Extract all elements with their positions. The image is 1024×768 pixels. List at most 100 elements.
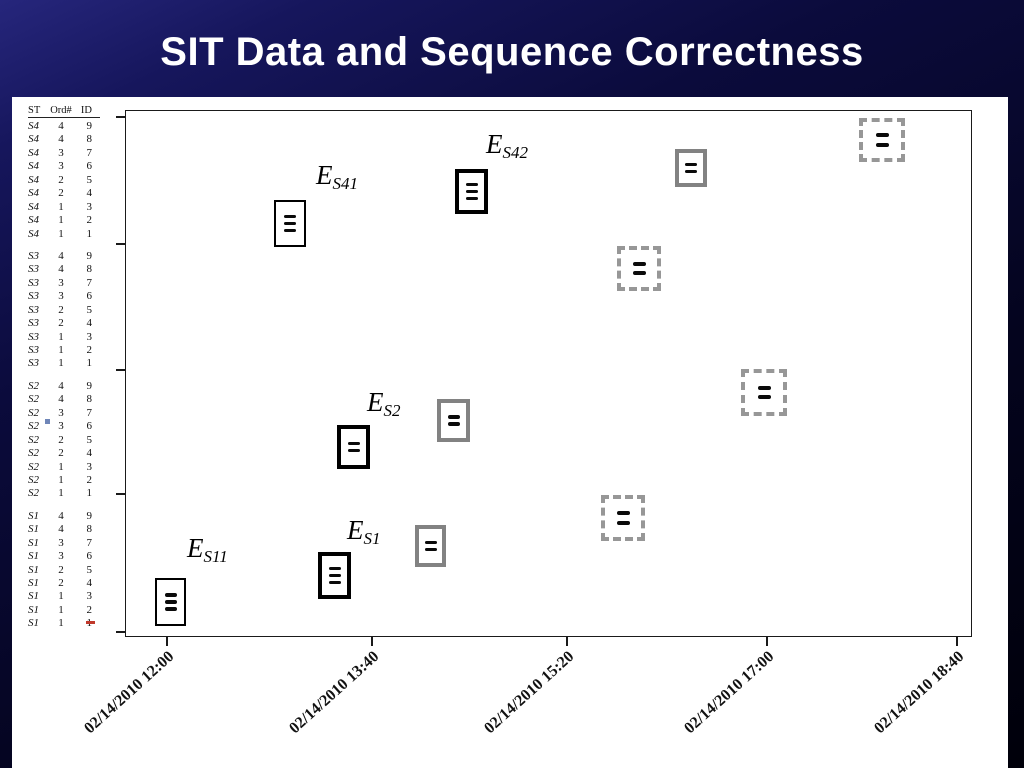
y-axis-cell-st: S1: [28, 577, 39, 589]
y-axis-cell-ord: 2: [58, 577, 64, 589]
y-axis-row: S2 1 3: [28, 461, 100, 474]
y-axis-row: S1 4 9: [28, 510, 100, 523]
marker-label-subscript: S41: [332, 174, 359, 193]
y-axis-header-Ord#: Ord#: [50, 105, 72, 116]
y-axis-row: S2 1 1: [28, 487, 100, 500]
y-axis-row: S3 4 8: [28, 263, 100, 276]
event-marker-ES2-black: [337, 425, 370, 469]
marker-glyph-bar: [284, 221, 296, 226]
y-axis-tick: [116, 493, 126, 495]
y-axis-row: S4 3 6: [28, 160, 100, 173]
y-axis-cell-id: 6: [86, 290, 93, 303]
y-axis-cell-st: S3: [28, 303, 39, 316]
marker-glyph-bar: [875, 133, 889, 138]
y-axis-cell-ord: 3: [58, 160, 64, 173]
x-axis-tick: [566, 636, 568, 646]
y-axis-cell-ord: 2: [58, 173, 64, 186]
y-axis-cell-ord: 4: [58, 120, 64, 132]
y-axis-cell-id: 1: [86, 487, 93, 500]
y-axis-cell-ord: 1: [58, 590, 64, 603]
y-axis-cell-id: 7: [86, 406, 93, 419]
y-axis-row: S4 4 8: [28, 133, 100, 146]
y-axis-cell-st: S4: [28, 133, 39, 146]
marker-label-subscript: S11: [203, 547, 228, 566]
y-axis-cell-id: 5: [86, 173, 93, 186]
y-axis-cell-st: S4: [28, 160, 39, 173]
y-axis-row: S4 1 2: [28, 214, 100, 227]
y-axis-cell-id: 5: [86, 433, 93, 446]
y-axis-cell-ord: 1: [58, 487, 64, 500]
y-axis-cell-st: S2: [28, 487, 39, 500]
x-axis-tick: [166, 636, 168, 646]
y-axis-cell-id: 1: [74, 617, 93, 630]
marker-glyph-bar: [328, 566, 341, 571]
y-axis-cell-st: S2: [28, 447, 39, 460]
marker-glyph-bar: [164, 600, 177, 604]
y-axis-cell-id: 6: [86, 160, 93, 173]
y-axis-row: S2 2 4: [28, 447, 100, 460]
marker-glyph-bar: [328, 580, 341, 585]
y-axis-cell-id: 4: [86, 187, 93, 200]
y-axis-cell-ord: 4: [58, 523, 64, 536]
marker-label-ES41: ES41: [316, 162, 359, 193]
event-marker-ES1-gray: [415, 525, 446, 567]
y-axis-cell-st: S3: [28, 330, 39, 343]
y-axis-cell-id: 4: [86, 577, 93, 589]
y-axis-cell-st: S1: [28, 536, 39, 549]
y-axis-cell-ord: 3: [58, 290, 64, 303]
y-axis-row: S3 3 6: [28, 290, 100, 303]
y-axis-row: S2 3 6: [28, 420, 100, 433]
y-axis-tick: [116, 243, 126, 245]
y-axis-cell-id: 8: [86, 523, 93, 536]
y-axis-header: ST Ord# ID: [28, 105, 100, 118]
marker-glyph-bar: [685, 162, 697, 167]
y-axis-cell-st: S1: [28, 603, 39, 616]
y-axis-cell-ord: 3: [58, 276, 64, 289]
y-axis-cell-id: 8: [86, 393, 93, 406]
y-axis-cell-ord: 4: [58, 393, 64, 406]
y-axis-row: S3 1 2: [28, 344, 100, 357]
y-axis-row: S1 3 6: [28, 550, 100, 563]
y-axis-row: S3 2 5: [28, 304, 100, 317]
y-axis-cell-id: 6: [86, 550, 93, 563]
y-axis-row: S4 3 7: [28, 147, 100, 160]
marker-glyph-bar: [757, 385, 771, 390]
y-axis-cell-ord: 1: [58, 214, 64, 227]
y-axis-row: S3 1 3: [28, 331, 100, 344]
y-axis-group-S2: S2 4 9 S2 4 8 S2 3 7 S2 3 6 S2 2 5 S2 2 4 S2 1 3 S2 1 2 S2 1 1: [28, 380, 100, 501]
y-axis-header-ST: ST: [28, 105, 41, 116]
y-axis-row: S3 1 1: [28, 357, 100, 370]
marker-glyph-bar: [757, 395, 771, 400]
y-axis-cell-st: S4: [28, 173, 39, 186]
y-axis-cell-ord: 4: [58, 509, 64, 522]
y-axis-cell-id: 6: [86, 420, 93, 433]
event-marker-S1-dashed: [601, 495, 645, 541]
y-axis-cell-id: 7: [86, 536, 93, 549]
y-axis-group-S4: S4 4 9 S4 4 8 S4 3 7 S4 3 6 S4 2 5 S4 2 4 S4 1 3 S4 1 2 S4 1 1: [28, 120, 100, 241]
y-axis-cell-st: S4: [28, 120, 39, 132]
marker-glyph-bar: [447, 415, 460, 419]
event-marker-ES1-black: [318, 552, 351, 599]
y-axis-cell-ord: 1: [58, 330, 64, 343]
marker-glyph-bar: [616, 520, 630, 525]
red-underline-mark: [86, 621, 95, 624]
marker-label-ES2-black: ES2: [367, 389, 401, 420]
y-axis-cell-st: S4: [28, 214, 39, 227]
y-axis-group-S3: S3 4 9 S3 4 8 S3 3 7 S3 3 6 S3 2 5 S3 2 4 S3 1 3 S3 1 2 S3 1 1: [28, 250, 100, 371]
x-axis-tick: [371, 636, 373, 646]
y-axis-cell-st: S4: [28, 227, 39, 240]
slide-title: SIT Data and Sequence Correctness: [160, 30, 864, 74]
y-axis-cell-ord: 4: [58, 133, 64, 146]
y-axis-row: S2 3 7: [28, 407, 100, 420]
marker-glyph-bar: [465, 189, 478, 194]
marker-label-ES42: ES42: [486, 131, 528, 162]
y-axis-cell-id: 1: [86, 357, 93, 370]
y-axis-cell-id: 9: [86, 120, 93, 132]
y-axis-cell-id: 7: [86, 146, 93, 159]
x-axis-tick-label: 02/14/2010 13:40: [286, 648, 383, 738]
y-axis-header-ID: ID: [80, 105, 92, 116]
y-axis-cell-ord: 2: [58, 317, 64, 330]
y-axis-cell-ord: 1: [58, 603, 64, 616]
marker-glyph-bar: [347, 448, 360, 453]
